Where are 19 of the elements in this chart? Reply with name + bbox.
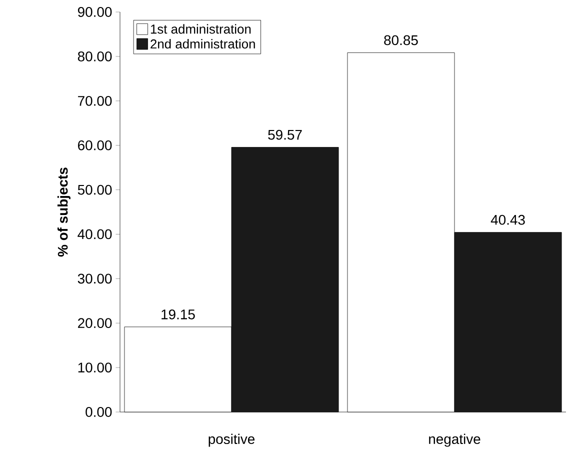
data-label: 80.85 bbox=[384, 35, 418, 46]
y-tick-label: 60.00 bbox=[78, 140, 112, 150]
y-tick-label: 40.00 bbox=[78, 229, 112, 240]
y-tick-label: 50.00 bbox=[78, 184, 112, 195]
y-tick-label: 90.00 bbox=[78, 7, 112, 17]
data-label: 19.15 bbox=[162, 309, 195, 320]
x-tick-label: positive bbox=[208, 434, 255, 447]
y-tick-label: 20.00 bbox=[78, 318, 112, 328]
legend-label: 1st administration bbox=[150, 24, 251, 34]
data-label: 59.57 bbox=[268, 130, 302, 140]
legend-label: 2nd administration bbox=[150, 39, 255, 49]
x-tick-label: negative bbox=[429, 434, 480, 447]
y-axis-title: % of subjects bbox=[57, 168, 70, 257]
y-tick-label: 0.00 bbox=[86, 407, 112, 417]
y-tick-label: 10.00 bbox=[78, 362, 112, 372]
y-tick-label: 80.00 bbox=[78, 51, 112, 62]
y-tick-label: 30.00 bbox=[78, 274, 112, 284]
data-label: 40.43 bbox=[490, 214, 525, 225]
y-tick-label: 70.00 bbox=[78, 96, 112, 106]
